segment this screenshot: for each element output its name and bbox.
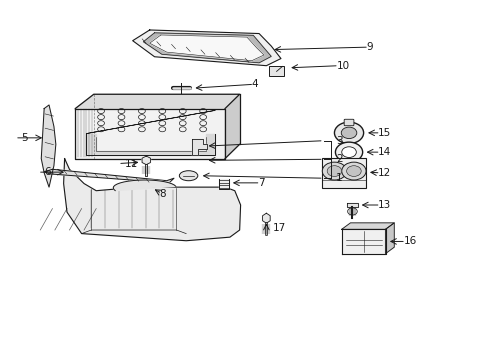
Text: 8: 8 <box>159 189 166 199</box>
Polygon shape <box>86 134 215 155</box>
Text: 10: 10 <box>336 61 349 71</box>
Polygon shape <box>132 30 281 66</box>
Circle shape <box>346 166 361 176</box>
Text: 9: 9 <box>366 42 372 52</box>
Polygon shape <box>44 169 174 183</box>
Polygon shape <box>63 158 240 241</box>
Text: 14: 14 <box>377 147 391 157</box>
Text: 12: 12 <box>377 168 391 178</box>
Text: 3: 3 <box>335 136 342 146</box>
Circle shape <box>335 142 362 162</box>
Circle shape <box>341 127 356 139</box>
Text: 13: 13 <box>377 200 391 210</box>
Polygon shape <box>41 105 56 187</box>
Polygon shape <box>86 111 215 134</box>
Circle shape <box>341 162 366 180</box>
Text: 11: 11 <box>124 158 137 168</box>
Polygon shape <box>113 180 176 190</box>
Polygon shape <box>262 213 269 223</box>
Circle shape <box>322 162 346 180</box>
Text: 16: 16 <box>403 237 416 247</box>
Text: 1: 1 <box>335 173 342 183</box>
Polygon shape <box>149 35 264 61</box>
Text: 15: 15 <box>377 128 391 138</box>
Polygon shape <box>219 179 228 189</box>
Circle shape <box>341 147 356 157</box>
Text: 4: 4 <box>251 79 258 89</box>
Text: 5: 5 <box>21 133 28 143</box>
Polygon shape <box>75 109 224 158</box>
Polygon shape <box>385 223 393 253</box>
Polygon shape <box>75 94 239 109</box>
Circle shape <box>334 122 363 144</box>
Polygon shape <box>346 203 358 207</box>
Polygon shape <box>341 229 385 253</box>
Text: 17: 17 <box>272 223 285 233</box>
FancyBboxPatch shape <box>268 66 284 76</box>
Text: 2: 2 <box>335 154 342 164</box>
Polygon shape <box>143 33 271 63</box>
FancyBboxPatch shape <box>322 158 366 188</box>
Circle shape <box>347 208 357 215</box>
Polygon shape <box>341 223 393 229</box>
Ellipse shape <box>179 171 198 181</box>
FancyBboxPatch shape <box>344 119 353 126</box>
Circle shape <box>326 166 341 176</box>
Polygon shape <box>192 139 206 155</box>
Polygon shape <box>142 156 150 165</box>
Text: 6: 6 <box>44 167 51 177</box>
Text: 7: 7 <box>258 178 264 188</box>
Polygon shape <box>224 94 239 158</box>
